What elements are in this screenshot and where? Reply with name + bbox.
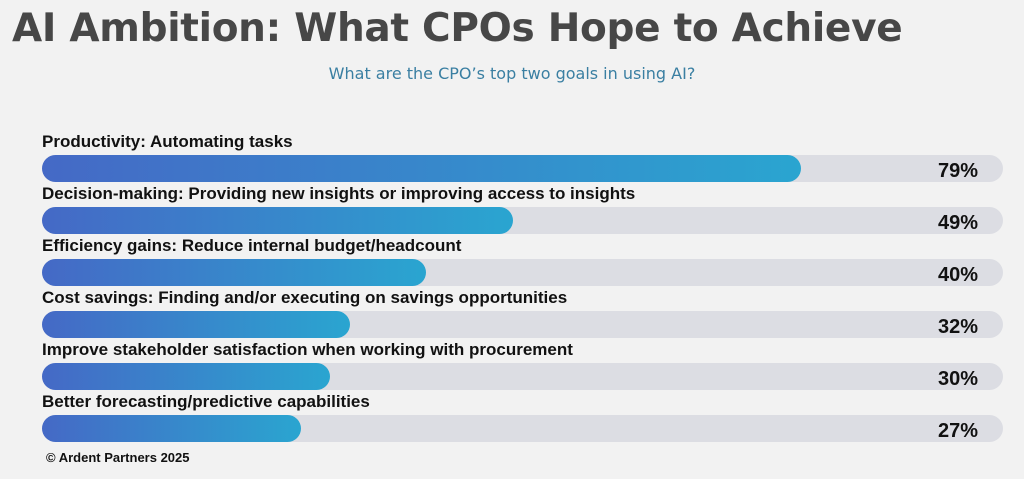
bar [42,155,801,182]
bar [42,259,426,286]
bar-row: Efficiency gains: Reduce internal budget… [0,236,1024,288]
bar-value-label: 27% [937,420,978,442]
bar-value-label: 32% [937,316,978,338]
bar-category-label: Decision-making: Providing new insights … [42,184,636,203]
bar [42,363,330,390]
bar-track [42,259,1003,286]
page-title: AI Ambition: What CPOs Hope to Achieve [12,6,903,51]
bar [42,311,350,338]
bar-category-label: Cost savings: Finding and/or executing o… [42,288,568,307]
chart-subtitle: What are the CPO’s top two goals in usin… [328,64,696,83]
bar-category-label: Productivity: Automating tasks [42,132,293,151]
bar-row: Cost savings: Finding and/or executing o… [0,288,1024,340]
bar-track [42,155,1003,182]
bar-row: Better forecasting/predictive capabiliti… [0,392,1024,444]
bar-track [42,207,1003,234]
bar-track [42,363,1003,390]
bar-category-label: Better forecasting/predictive capabiliti… [42,392,370,411]
bar [42,207,513,234]
bar-value-label: 30% [937,368,978,390]
bar-category-label: Efficiency gains: Reduce internal budget… [42,236,462,255]
bar-value-label: 40% [937,264,978,286]
bar [42,415,301,442]
bar-track [42,311,1003,338]
bar-row: Productivity: Automating tasks 79% [0,132,1024,184]
bar-value-label: 79% [937,160,978,182]
bar-track [42,415,1003,442]
bar-row: Decision-making: Providing new insights … [0,184,1024,236]
bar-category-label: Improve stakeholder satisfaction when wo… [42,340,573,359]
copyright-footer: © Ardent Partners 2025 [46,450,190,465]
bar-row: Improve stakeholder satisfaction when wo… [0,340,1024,392]
bar-value-label: 49% [937,212,978,234]
